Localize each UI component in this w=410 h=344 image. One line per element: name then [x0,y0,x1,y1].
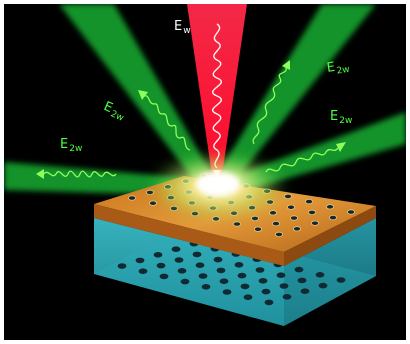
fundamental-beam [187,4,247,182]
nanohole [255,267,265,273]
nanohole [279,283,289,289]
nanohole [128,195,137,201]
nanohole [268,210,277,216]
nanohole [318,282,328,289]
nanohole [148,200,157,206]
harmonic-arrowheads [36,60,346,179]
fundamental-wave [212,23,222,169]
label-harmonic-upper-right: E2w [325,59,351,77]
nanohole [222,289,232,295]
substrate-front [94,218,284,326]
nanohole [156,262,166,269]
nanohole [300,288,310,295]
nanohole [177,268,187,274]
nanohole [274,231,283,237]
nanohole [153,252,163,258]
label-harmonic-right-sub: 2w [339,116,353,126]
focal-spot-core [196,172,240,196]
harmonic-wave-upper-right [252,67,287,145]
nanohole [198,273,208,279]
arrowhead-right [336,142,346,152]
label-harmonic-upper-right-main: E [325,59,337,76]
nanohole [201,284,211,290]
gold-film-front-edge [94,204,284,266]
nanohole [213,256,223,263]
label-harmonic-left-main: E [60,137,69,152]
arrowhead-left [36,169,44,179]
nanohole [307,209,316,215]
nanohole [328,215,337,221]
nanohole [276,272,286,279]
harmonic-wave-left [43,170,117,178]
substrate-side [284,218,376,326]
nanohole [258,278,268,284]
nanohole [271,221,280,227]
nanohole [310,220,319,226]
arrowhead-upper-right [282,60,290,70]
nanohole [315,272,325,278]
nanohole [336,277,346,283]
nanohole [346,209,355,215]
nanohole [240,283,250,290]
nanohole [195,262,205,269]
gold-film-side-edge [284,206,376,266]
nanohole [234,262,244,268]
nanohole [243,294,253,301]
label-fundamental-main: E [174,19,183,34]
nanohole [264,299,274,306]
nanohole [232,221,241,227]
nanohole [325,204,334,210]
label-harmonic-left: E2w [60,137,83,154]
nanohole [135,257,145,264]
nanohole [117,263,127,269]
nanohole [292,226,301,232]
label-harmonic-left-sub: 2w [69,144,83,154]
nanohole [282,294,292,300]
nanohole [174,257,184,263]
nanohole [297,277,307,284]
arrowhead-upper-left [138,90,148,100]
nanohole [294,266,304,273]
nanohole [304,199,313,205]
nanohole [237,272,247,279]
label-harmonic-right-main: E [330,109,339,124]
illustration-frame: Ew E2w E2w E2w E2w [4,4,406,340]
label-fundamental-sub: w [183,26,191,36]
nanohole [250,215,259,221]
nanohole [171,246,181,252]
nanohole [253,226,262,232]
harmonic-beam-upper-right [214,4,376,190]
label-fundamental: Ew [174,19,191,36]
nanohole [219,278,229,285]
harmonic-wave-upper-left [143,95,191,151]
harmonic-waves [43,67,339,178]
substrate-bottom-face [94,226,376,326]
nanohole [180,278,190,285]
harmonic-beam-upper-left [59,4,216,188]
metasurface-illustration [4,4,406,326]
nanohole [159,273,169,280]
nanohole [289,215,298,221]
nanohole [192,251,202,258]
nanohole [138,268,148,275]
nanohole [261,288,271,295]
nanohole [216,267,226,274]
substrate [94,218,376,326]
nanohole [286,204,295,210]
label-harmonic-right: E2w [330,109,353,126]
label-harmonic-upper-right-sub: 2w [335,64,351,77]
